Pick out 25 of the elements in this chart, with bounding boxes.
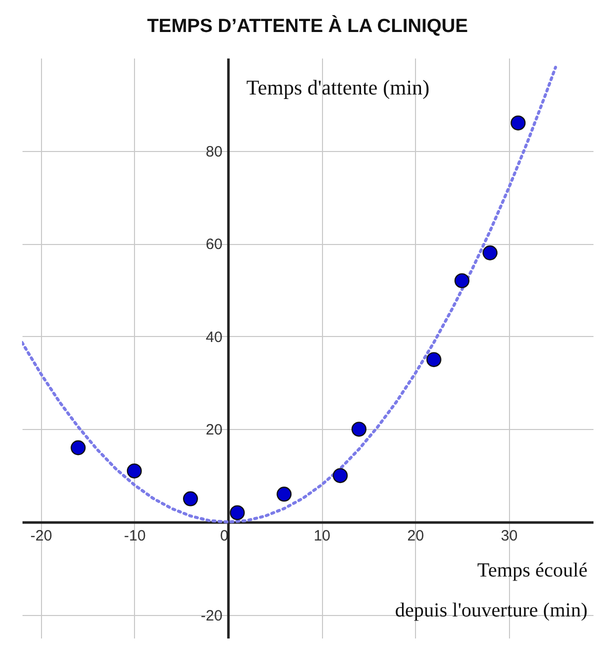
point	[510, 115, 526, 130]
x-axis-title: Temps écoulé depuis l'ouverture (min)	[395, 560, 588, 622]
point	[70, 440, 86, 456]
x-tick-label: 20	[407, 528, 424, 544]
point	[426, 352, 442, 368]
x-tick-label: -20	[30, 528, 52, 544]
x-tick-label: 10	[314, 528, 330, 544]
line-series	[22, 66, 558, 524]
y-tick-label: -20	[200, 607, 222, 624]
x-tick-label: -10	[124, 528, 146, 544]
y-tick-label: 80	[206, 143, 222, 160]
point	[351, 422, 366, 437]
y-tick-label: 60	[206, 236, 222, 254]
chart-title: TEMPS D’ATTENTE À LA CLINIQUE	[147, 15, 468, 37]
point	[230, 505, 245, 520]
point	[482, 245, 498, 260]
point	[276, 486, 292, 502]
point	[126, 463, 142, 478]
y-tick-label: 40	[206, 328, 222, 346]
point	[332, 468, 348, 484]
y-tick-label: 20	[206, 422, 222, 439]
point	[454, 273, 470, 288]
x-tick-label: 30	[500, 528, 518, 544]
point	[183, 491, 198, 506]
y-axis-title: Temps d'attente (min)	[246, 76, 430, 100]
